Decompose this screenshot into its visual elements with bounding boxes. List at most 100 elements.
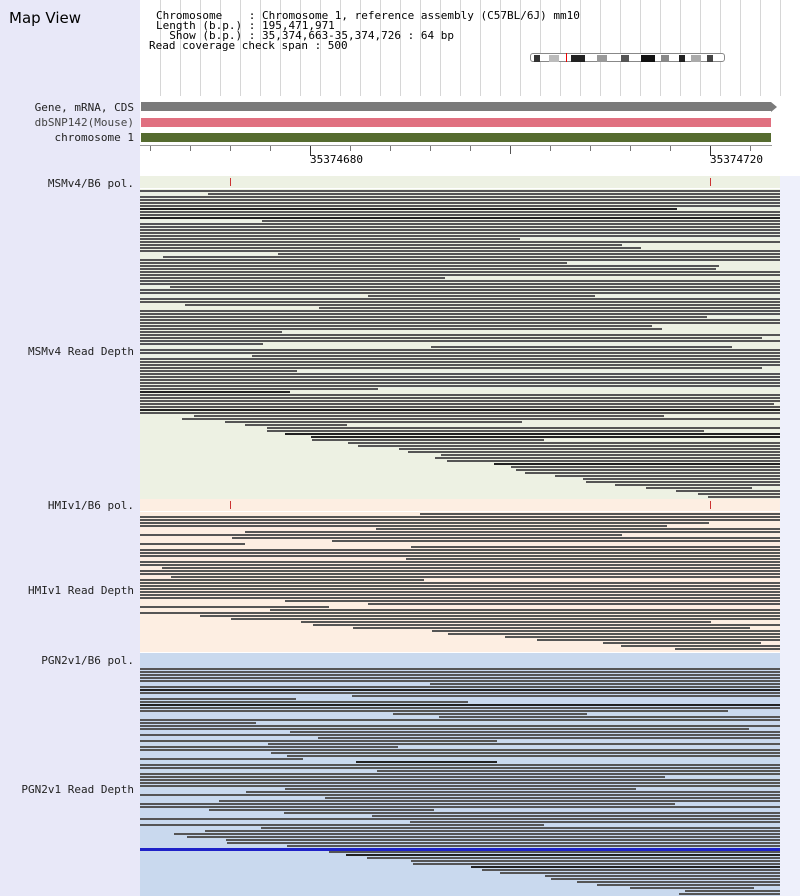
read-bar (140, 671, 800, 673)
chromosome-info: Chromosome : Chromosome 1, reference ass… (149, 10, 580, 51)
read-bar (140, 782, 800, 784)
read-bar (420, 513, 800, 515)
read-bar (545, 875, 800, 877)
read-bar (187, 836, 800, 838)
read-bar (679, 893, 800, 895)
read-bar (140, 352, 800, 354)
read-bar (140, 235, 800, 237)
ruler-tick-label: 35374680 (310, 153, 363, 166)
read-bar (140, 283, 800, 285)
read-bar (140, 740, 497, 742)
read-bar (140, 692, 800, 694)
read-bar (140, 561, 800, 563)
read-bar (140, 385, 800, 387)
read-bar (278, 253, 800, 255)
read-bar (140, 190, 800, 192)
read-bar (140, 582, 800, 584)
read-bar (290, 731, 800, 733)
track-label-panel (0, 0, 140, 896)
read-bar (140, 704, 800, 706)
read-bar (537, 639, 800, 641)
read-bar (194, 415, 664, 417)
pgn2v1-pol-label: PGN2v1/B6 pol. (41, 654, 134, 667)
gene-track-bar[interactable] (141, 102, 771, 111)
read-bar (140, 226, 800, 228)
read-bar (577, 881, 800, 883)
position-ruler: 35374680 35374720 (140, 143, 780, 177)
read-bar (140, 301, 800, 303)
read-bar (140, 391, 290, 393)
msmv4-read-depth-track[interactable] (140, 189, 800, 499)
read-bar (285, 788, 636, 790)
read-bar (140, 394, 800, 396)
read-bar (439, 716, 800, 718)
read-bar (287, 845, 800, 847)
read-bar (353, 627, 750, 629)
read-bar (140, 719, 800, 721)
read-bar (140, 238, 520, 240)
read-bar (140, 202, 800, 204)
pgn2v1-polymorphism-track[interactable] (140, 653, 780, 667)
chromosome-track-label: chromosome 1 (54, 131, 134, 144)
read-bar (140, 376, 800, 378)
read-bar (352, 695, 800, 697)
read-bar (246, 791, 800, 793)
hmiv1-read-depth-track[interactable] (140, 512, 800, 652)
read-bar (597, 884, 800, 886)
read-bar (140, 806, 800, 808)
read-bar (408, 451, 800, 453)
read-bar (413, 863, 800, 865)
read-bar (448, 633, 800, 635)
read-bar (262, 220, 800, 222)
read-bar (140, 728, 749, 730)
read-bar (431, 346, 732, 348)
read-bar (675, 648, 792, 650)
read-bar (140, 208, 677, 210)
read-bar (525, 472, 800, 474)
read-bar (551, 878, 800, 880)
read-bar (140, 247, 641, 249)
read-bar (140, 316, 707, 318)
read-bar (140, 364, 800, 366)
read-bar (318, 737, 800, 739)
dbsnp-track-bar[interactable] (141, 118, 771, 127)
read-bar (287, 755, 800, 757)
read-bar (140, 343, 263, 345)
read-bar (140, 725, 800, 727)
read-bar (140, 259, 800, 261)
read-bar (140, 409, 800, 411)
read-bar (500, 872, 800, 874)
read-bar (140, 241, 800, 243)
read-bar (140, 340, 800, 342)
read-bar (140, 549, 800, 551)
read-bar (140, 331, 282, 333)
read-bar (140, 519, 800, 521)
read-bar (140, 337, 762, 339)
read-bar (140, 516, 800, 518)
pgn2v1-read-depth-track[interactable] (140, 667, 800, 896)
read-bar (140, 379, 800, 381)
read-bar (140, 767, 800, 769)
read-bar (231, 618, 800, 620)
read-bar (140, 612, 800, 614)
chromosome-track-bar[interactable] (141, 133, 771, 142)
snp-marker (710, 178, 711, 186)
msmv4-polymorphism-track[interactable] (140, 176, 780, 188)
header-grid (140, 0, 781, 96)
read-bar (140, 214, 800, 216)
read-bar (140, 543, 245, 545)
read-bar (140, 668, 800, 670)
read-bar (140, 322, 800, 324)
read-bar (708, 496, 800, 498)
read-bar (555, 475, 800, 477)
read-bar (685, 890, 800, 892)
read-bar (140, 244, 622, 246)
read-bar (245, 531, 800, 533)
read-bar (252, 355, 781, 357)
hmiv1-polymorphism-track[interactable] (140, 499, 780, 511)
read-bar (182, 418, 800, 420)
read-bar (332, 540, 800, 542)
chromosome-ideogram[interactable] (530, 53, 725, 62)
read-bar (411, 860, 800, 862)
read-bar (140, 758, 303, 760)
